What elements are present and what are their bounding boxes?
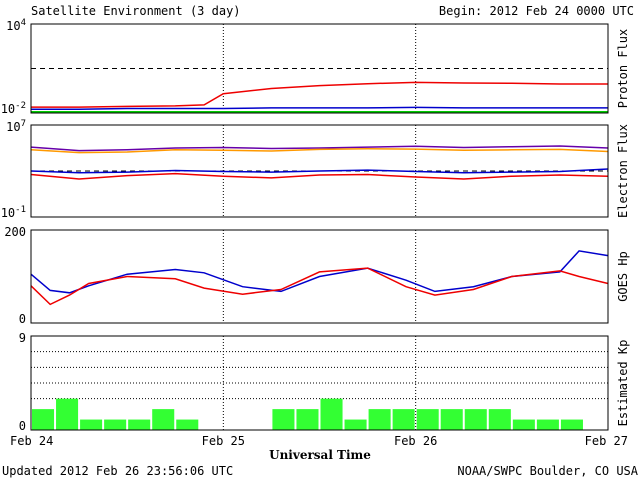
series-line [30, 172, 609, 180]
kp-bar [176, 419, 199, 430]
series-line [31, 106, 608, 110]
y-tick-exponent: 4 [21, 18, 26, 28]
x-axis-label: Universal Time [269, 448, 371, 462]
y-tick-label: 104 [6, 18, 26, 33]
kp-bar [416, 409, 439, 430]
updated-time: Updated 2012 Feb 26 23:56:06 UTC [2, 464, 233, 478]
y-tick-label: 9 [19, 331, 26, 345]
x-tick-label: Feb 24 [10, 434, 53, 448]
kp-bar [344, 419, 367, 430]
kp-bar [488, 409, 511, 430]
panel-frame [30, 124, 609, 218]
panel-frame [30, 23, 609, 114]
kp-bar [392, 409, 415, 430]
y-tick-label: 107 [6, 119, 26, 134]
y-tick-base: 0 [19, 419, 26, 433]
y-tick-base: 10 [6, 19, 20, 33]
kp-bar [560, 419, 583, 430]
series-line [30, 145, 609, 152]
kp-bar [128, 419, 151, 430]
panel-frame [30, 229, 609, 324]
y-tick-label: 10-1 [1, 205, 26, 220]
y-tick-exponent: 7 [21, 119, 26, 129]
y-tick-base: 9 [19, 331, 26, 345]
x-tick-label: Feb 27 [585, 434, 628, 448]
panel-ylabel: Proton Flux [616, 29, 630, 108]
y-tick-base: 200 [4, 225, 26, 239]
x-tick-labels: Feb 24 Feb 25 Feb 26 Feb 27 [10, 434, 628, 448]
panel-3: 9 0 Estimated Kp [19, 331, 630, 433]
y-tick-exponent: -1 [15, 205, 26, 215]
y-tick-base: 10 [1, 206, 15, 220]
kp-bar [104, 419, 127, 430]
x-tick-label: Feb 26 [394, 434, 437, 448]
y-tick-base: 0 [19, 312, 26, 326]
kp-bar [536, 419, 559, 430]
kp-bar [56, 398, 79, 430]
y-tick-exponent: -2 [15, 101, 26, 111]
kp-bar [296, 409, 319, 430]
panel-ylabel: Estimated Kp [616, 340, 630, 427]
series-line [31, 81, 608, 108]
kp-bar [440, 409, 463, 430]
kp-bar [152, 409, 175, 430]
panel-ylabel: Electron Flux [616, 124, 630, 218]
x-tick-label: Feb 25 [202, 434, 245, 448]
panel-2: 200 0 GOES Hp [4, 225, 630, 326]
begin-time: Begin: 2012 Feb 24 0000 UTC [439, 4, 634, 18]
panel-ylabel: GOES Hp [616, 251, 630, 302]
y-tick-label: 0 [19, 312, 26, 326]
y-tick-base: 10 [6, 120, 20, 134]
y-tick-label: 0 [19, 419, 26, 433]
kp-bar [80, 419, 103, 430]
series-line [30, 148, 609, 154]
y-tick-label: 10-2 [1, 101, 26, 116]
kp-bar [272, 409, 295, 430]
kp-bar [368, 409, 391, 430]
kp-bar [464, 409, 487, 430]
y-tick-label: 200 [4, 225, 26, 239]
panel-frame [30, 335, 609, 431]
kp-bar [512, 419, 535, 430]
kp-bar [32, 409, 55, 430]
series-line [30, 267, 609, 306]
series-line [30, 168, 609, 174]
y-tick-base: 10 [1, 102, 15, 116]
kp-bar [320, 398, 343, 430]
credit-text: NOAA/SWPC Boulder, CO USA [457, 464, 638, 478]
plot-title: Satellite Environment (3 day) [31, 4, 241, 18]
